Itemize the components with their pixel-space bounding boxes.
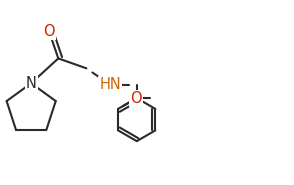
Text: HN: HN: [99, 77, 121, 92]
Text: O: O: [43, 24, 55, 39]
Text: O: O: [131, 91, 142, 106]
Text: N: N: [26, 76, 37, 91]
